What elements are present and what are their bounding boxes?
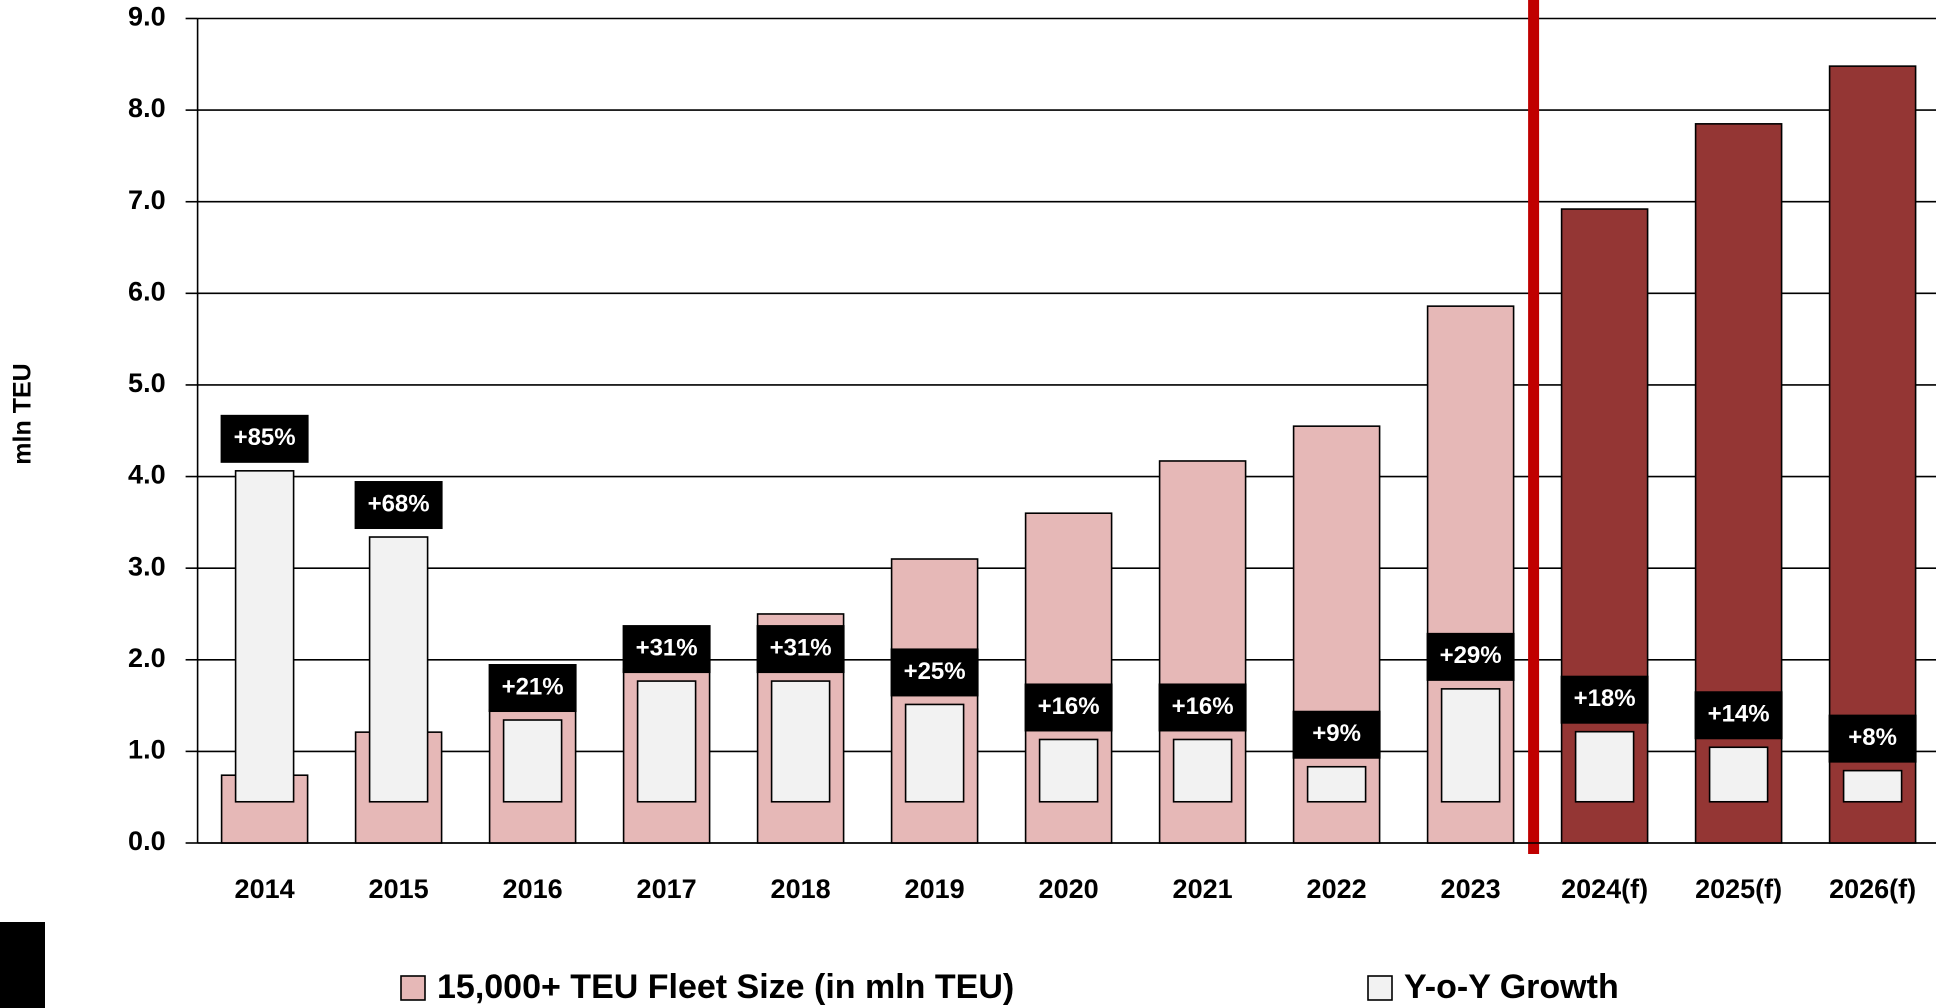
growth-label-box <box>1024 683 1113 732</box>
legend-label: Y-o-Y Growth <box>1404 968 1619 1006</box>
growth-bar <box>234 470 295 803</box>
legend-swatch <box>1367 975 1393 1001</box>
growth-label: +16% <box>1038 693 1100 720</box>
y-tick-label: 1.0 <box>128 735 166 765</box>
x-tick-label: 2023 <box>1441 874 1501 904</box>
growth-bar <box>770 680 831 803</box>
growth-label-box <box>488 664 577 713</box>
growth-label: +25% <box>904 658 966 685</box>
growth-bar <box>1172 738 1233 803</box>
growth-label: +21% <box>502 673 564 700</box>
growth-label-box <box>1828 714 1917 763</box>
growth-label: +31% <box>636 634 698 661</box>
x-tick-label: 2022 <box>1307 874 1367 904</box>
growth-bar <box>1038 738 1099 803</box>
growth-bar <box>1306 765 1367 803</box>
growth-label: +8% <box>1848 724 1897 751</box>
x-tick-label: 2017 <box>637 874 697 904</box>
growth-label: +68% <box>368 490 430 517</box>
growth-label: +85% <box>234 424 296 451</box>
y-tick-label: 3.0 <box>128 551 166 581</box>
x-tick-label: 2015 <box>369 874 429 904</box>
fleet-bar <box>1828 65 1917 844</box>
y-tick-label: 4.0 <box>128 460 166 490</box>
growth-label-box <box>890 648 979 697</box>
y-tick-label: 9.0 <box>128 2 166 32</box>
x-tick-label: 2020 <box>1039 874 1099 904</box>
growth-label: +31% <box>770 634 832 661</box>
growth-label-box <box>1426 632 1515 681</box>
artifact-block <box>0 922 45 1008</box>
growth-bar <box>636 680 697 803</box>
y-tick-label: 2.0 <box>128 643 166 673</box>
growth-bar <box>502 719 563 803</box>
x-tick-label: 2025(f) <box>1695 874 1782 904</box>
y-axis-label: mln TEU <box>9 363 37 464</box>
x-tick-label: 2026(f) <box>1829 874 1916 904</box>
growth-bar <box>368 536 429 803</box>
y-tick-label: 5.0 <box>128 368 166 398</box>
growth-label: +29% <box>1440 642 1502 669</box>
growth-bar <box>904 703 965 803</box>
growth-label: +14% <box>1708 701 1770 728</box>
x-tick-label: 2024(f) <box>1561 874 1648 904</box>
growth-bar <box>1440 688 1501 803</box>
x-tick-label: 2014 <box>235 874 295 904</box>
growth-label: +9% <box>1312 720 1361 747</box>
growth-bar <box>1708 746 1769 803</box>
legend-label: 15,000+ TEU Fleet Size (in mln TEU) <box>437 968 1014 1006</box>
growth-label: +18% <box>1574 685 1636 712</box>
growth-label-box <box>756 625 845 674</box>
y-tick-label: 6.0 <box>128 276 166 306</box>
growth-label-box <box>1560 675 1649 724</box>
growth-bar <box>1574 730 1635 803</box>
growth-label: +16% <box>1172 693 1234 720</box>
growth-label-box <box>220 414 309 463</box>
growth-label-box <box>1292 710 1381 759</box>
y-tick-label: 7.0 <box>128 185 166 215</box>
x-tick-label: 2018 <box>771 874 831 904</box>
growth-label-box <box>622 625 711 674</box>
x-tick-label: 2016 <box>503 874 563 904</box>
y-tick-label: 8.0 <box>128 93 166 123</box>
x-tick-label: 2021 <box>1173 874 1233 904</box>
x-tick-label: 2019 <box>905 874 965 904</box>
growth-label-box <box>354 481 443 530</box>
growth-label-box <box>1158 683 1247 732</box>
growth-label-box <box>1694 691 1783 740</box>
legend-swatch <box>400 975 426 1001</box>
growth-bar <box>1842 769 1903 803</box>
y-tick-label: 0.0 <box>128 826 166 856</box>
